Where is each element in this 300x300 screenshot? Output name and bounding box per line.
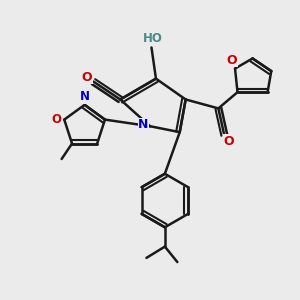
Text: O: O xyxy=(224,135,234,148)
Text: O: O xyxy=(227,54,237,67)
Text: N: N xyxy=(80,90,90,103)
Text: HO: HO xyxy=(143,32,163,45)
Text: O: O xyxy=(82,71,92,84)
Text: O: O xyxy=(51,113,61,126)
Text: N: N xyxy=(138,118,148,131)
